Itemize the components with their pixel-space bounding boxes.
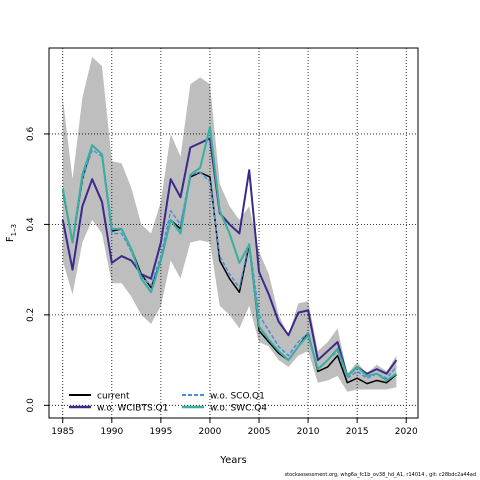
legend-label: w.o. SCO.Q1 — [210, 392, 265, 402]
plot-frame — [48, 47, 419, 419]
x-axis-title: Years — [219, 455, 246, 466]
legend-label: w.o. WCIBTS.Q1 — [97, 404, 168, 414]
x-tick-label: 2020 — [395, 427, 418, 437]
y-axis-ticks: 0.0 0.2 0.4 0.6 — [26, 127, 49, 413]
series-line-1 — [61, 137, 398, 377]
footer-credit: stockassessment.org, whg6a_fc1b_ov38_hd_… — [284, 472, 476, 478]
x-tick-label: 2005 — [248, 427, 271, 437]
legend-label: w.o. SWC.Q4 — [210, 404, 267, 414]
series-line-3 — [61, 126, 397, 382]
x-tick-label: 1990 — [100, 427, 123, 437]
y-tick-label: 0.0 — [26, 398, 36, 413]
legend: current w.o. WCIBTS.Q1 w.o. SCO.Q1 w.o. SWC… — [69, 392, 267, 414]
x-tick-label: 1995 — [149, 427, 172, 437]
legend-label: current — [97, 392, 130, 402]
x-tick-label: 2015 — [346, 427, 369, 437]
y-tick-label: 0.4 — [26, 217, 36, 232]
x-axis-ticks: 1985 1990 1995 2000 2005 2010 2015 2020 — [51, 418, 418, 437]
x-tick-label: 2010 — [297, 427, 320, 437]
series-line-2 — [62, 149, 397, 379]
y-tick-label: 0.6 — [26, 127, 36, 142]
series-layer — [61, 126, 398, 385]
x-tick-label: 2000 — [198, 427, 221, 437]
y-tick-label: 0.2 — [26, 308, 36, 322]
x-tick-label: 1985 — [51, 427, 74, 437]
y-axis-title: F1–3 — [5, 224, 18, 242]
